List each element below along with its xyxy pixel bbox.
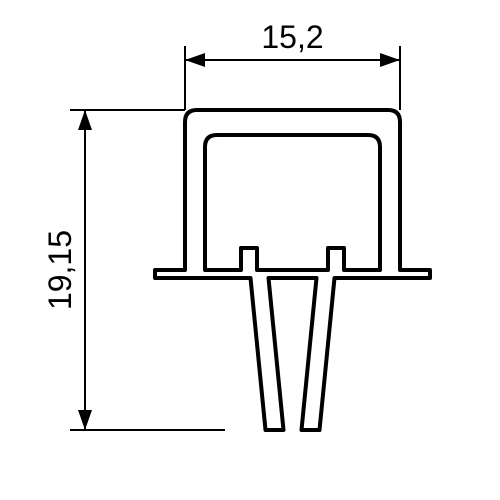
profile-outline: [155, 110, 430, 430]
width-dimension-label: 15,2: [261, 19, 323, 55]
height-dimension: 19,15: [42, 110, 225, 430]
width-dimension: 15,2: [185, 19, 400, 110]
cross-section-drawing: 15,2 19,15: [0, 0, 500, 500]
height-dimension-label: 19,15: [42, 230, 78, 310]
